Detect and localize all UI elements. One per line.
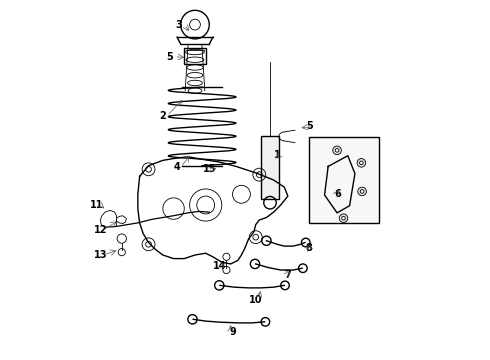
Circle shape <box>358 187 367 196</box>
Text: 15: 15 <box>202 164 216 174</box>
Text: 2: 2 <box>159 111 166 121</box>
Text: 6: 6 <box>335 189 341 199</box>
Circle shape <box>333 146 342 155</box>
Text: 5: 5 <box>306 121 313 131</box>
Circle shape <box>360 190 364 193</box>
Text: 4: 4 <box>174 162 180 172</box>
Circle shape <box>339 214 348 222</box>
Text: 3: 3 <box>175 19 182 30</box>
Text: 12: 12 <box>94 225 107 235</box>
Circle shape <box>342 216 345 220</box>
Text: 10: 10 <box>249 295 263 305</box>
Text: 14: 14 <box>213 261 227 271</box>
Text: 7: 7 <box>285 270 291 280</box>
Text: 8: 8 <box>306 243 313 253</box>
Text: 9: 9 <box>229 327 236 337</box>
Circle shape <box>357 158 366 167</box>
Text: 1: 1 <box>274 150 280 160</box>
Text: 11: 11 <box>90 200 103 210</box>
Circle shape <box>360 161 363 165</box>
Text: 13: 13 <box>94 250 107 260</box>
Bar <box>184 48 206 64</box>
Bar <box>309 137 379 223</box>
Circle shape <box>335 149 339 152</box>
Text: 5: 5 <box>167 52 173 62</box>
Bar <box>261 136 279 199</box>
